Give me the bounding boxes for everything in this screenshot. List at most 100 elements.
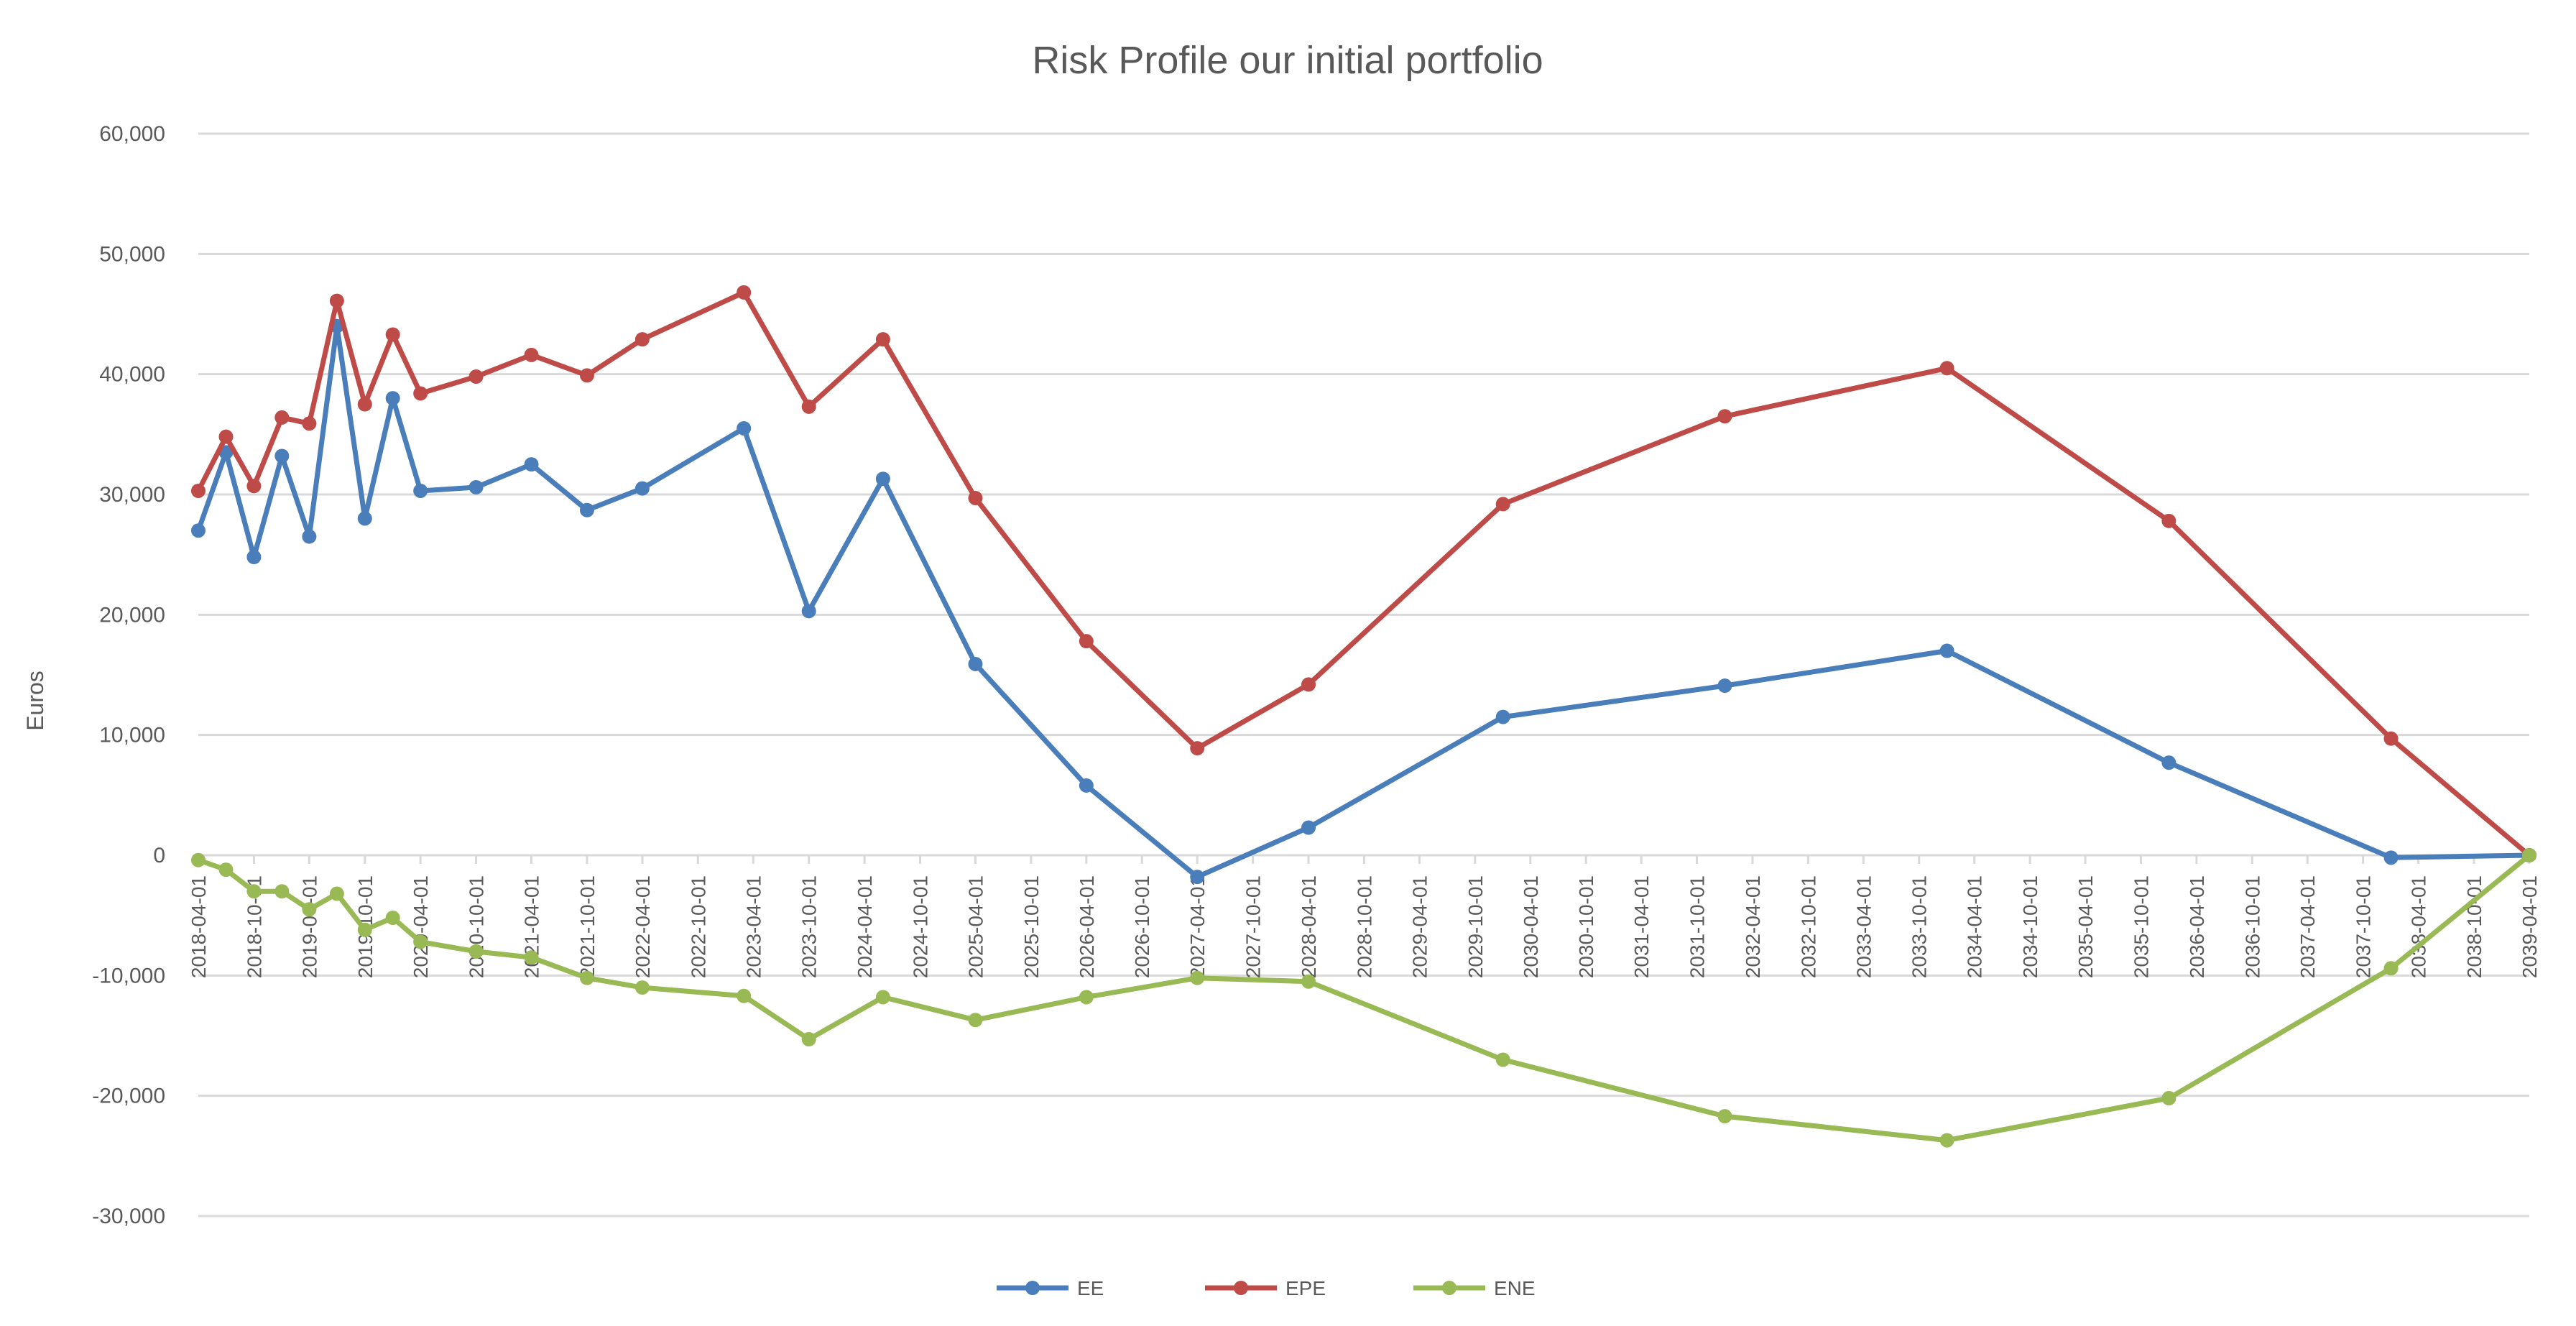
y-tick-label: 20,000: [99, 603, 165, 627]
legend-item-ene: ENE: [1413, 1277, 1536, 1299]
data-point-ee: [1301, 820, 1316, 835]
data-point-ee: [191, 523, 206, 538]
data-point-ene: [1301, 974, 1316, 989]
data-point-epe: [801, 399, 816, 414]
x-tick-label: 2032-10-01: [1797, 875, 1819, 978]
x-tick-label: 2028-04-01: [1298, 875, 1320, 978]
x-tick-label: 2023-04-01: [742, 875, 765, 978]
legend-label: ENE: [1494, 1277, 1536, 1299]
series-ee: [191, 318, 2536, 885]
x-tick-label: 2034-10-01: [2019, 875, 2041, 978]
data-point-ee: [579, 502, 594, 517]
data-point-epe: [413, 386, 428, 401]
data-point-ee: [302, 529, 317, 544]
data-point-ee: [274, 448, 290, 464]
data-point-epe: [191, 483, 206, 498]
series-line-epe: [195, 290, 2532, 858]
data-point-ene: [737, 988, 752, 1003]
data-point-ene: [968, 1013, 983, 1028]
x-tick-label: 2035-10-01: [2130, 875, 2152, 978]
data-point-ee: [634, 481, 650, 496]
x-tick-label: 2020-10-01: [466, 875, 488, 978]
y-tick-label: 50,000: [99, 242, 165, 266]
x-tick-label: 2020-04-01: [410, 875, 432, 978]
x-tick-label: 2030-04-01: [1520, 875, 1542, 978]
y-axis-title: Euros: [22, 671, 48, 731]
legend-swatch-marker: [1234, 1281, 1248, 1295]
data-point-ene: [1939, 1133, 1954, 1148]
series-ene: [191, 848, 2536, 1148]
x-tick-label: 2024-04-01: [854, 875, 876, 978]
data-point-epe: [2161, 513, 2176, 528]
data-point-epe: [385, 327, 400, 342]
data-point-ee: [468, 479, 484, 494]
data-point-epe: [524, 347, 539, 362]
legend-label: EE: [1077, 1277, 1104, 1299]
x-tick-label: 2036-10-01: [2241, 875, 2263, 978]
data-point-ee: [1079, 778, 1094, 793]
x-tick-label: 2031-10-01: [1686, 875, 1709, 978]
data-point-ee: [737, 420, 752, 436]
data-point-epe: [2383, 731, 2399, 746]
y-tick-label: 0: [153, 844, 165, 867]
x-tick-label: 2031-04-01: [1630, 875, 1653, 978]
data-point-ee: [2383, 850, 2399, 865]
data-point-epe: [875, 332, 890, 347]
data-point-ene: [875, 990, 890, 1005]
data-point-epe: [357, 397, 372, 412]
x-tick-label: 2035-04-01: [2074, 875, 2097, 978]
data-point-ene: [274, 884, 290, 899]
legend-item-ee: EE: [997, 1277, 1104, 1299]
data-point-epe: [1190, 741, 1205, 756]
legend-label: EPE: [1285, 1277, 1326, 1299]
data-point-epe: [329, 293, 344, 308]
data-point-ee: [413, 483, 428, 498]
x-tick-label: 2023-10-01: [798, 875, 821, 978]
x-tick-label: 2030-10-01: [1575, 875, 1597, 978]
data-point-epe: [274, 410, 290, 425]
data-point-epe: [737, 285, 752, 300]
x-tick-label: 2038-04-01: [2408, 875, 2430, 978]
x-axis-ticks: 2018-04-012018-10-012019-04-012019-10-01…: [188, 855, 2541, 978]
data-point-ene: [413, 934, 428, 949]
legend-swatch-marker: [1025, 1281, 1040, 1295]
x-tick-label: 2033-10-01: [1908, 875, 1931, 978]
legend-item-epe: EPE: [1205, 1277, 1326, 1299]
data-point-ene: [385, 911, 400, 926]
data-point-epe: [579, 368, 594, 383]
x-tick-label: 2024-10-01: [909, 875, 931, 978]
series-lines: [191, 285, 2536, 1148]
x-tick-label: 2022-04-01: [632, 875, 654, 978]
data-point-ee: [524, 457, 539, 472]
data-point-ene: [801, 1032, 816, 1047]
y-tick-label: -20,000: [92, 1085, 165, 1108]
y-tick-label: 10,000: [99, 724, 165, 747]
data-point-ene: [579, 970, 594, 985]
y-tick-label: 60,000: [99, 122, 165, 146]
data-point-epe: [1079, 634, 1094, 649]
legend-swatch-marker: [1442, 1281, 1456, 1295]
data-point-epe: [218, 429, 234, 444]
data-point-ee: [357, 511, 372, 526]
data-point-ene: [329, 886, 344, 901]
x-tick-label: 2019-04-01: [298, 875, 320, 978]
series-line-ee: [195, 323, 2532, 880]
data-point-ee: [1939, 643, 1954, 658]
x-tick-label: 2026-04-01: [1076, 875, 1098, 978]
x-tick-label: 2039-04-01: [2519, 875, 2541, 978]
y-tick-label: 30,000: [99, 483, 165, 507]
data-point-ee: [1717, 678, 1732, 694]
data-point-ene: [634, 980, 650, 995]
data-point-epe: [968, 491, 983, 506]
x-tick-label: 2021-10-01: [576, 875, 599, 978]
data-point-ee: [875, 471, 890, 487]
x-tick-label: 2018-04-01: [188, 875, 210, 978]
data-point-epe: [1939, 361, 1954, 376]
data-point-ene: [2522, 848, 2536, 862]
data-point-ene: [1079, 990, 1094, 1005]
x-tick-label: 2033-04-01: [1852, 875, 1875, 978]
data-point-epe: [468, 369, 484, 385]
x-tick-label: 2025-10-01: [1020, 875, 1043, 978]
data-point-ene: [1717, 1109, 1732, 1124]
